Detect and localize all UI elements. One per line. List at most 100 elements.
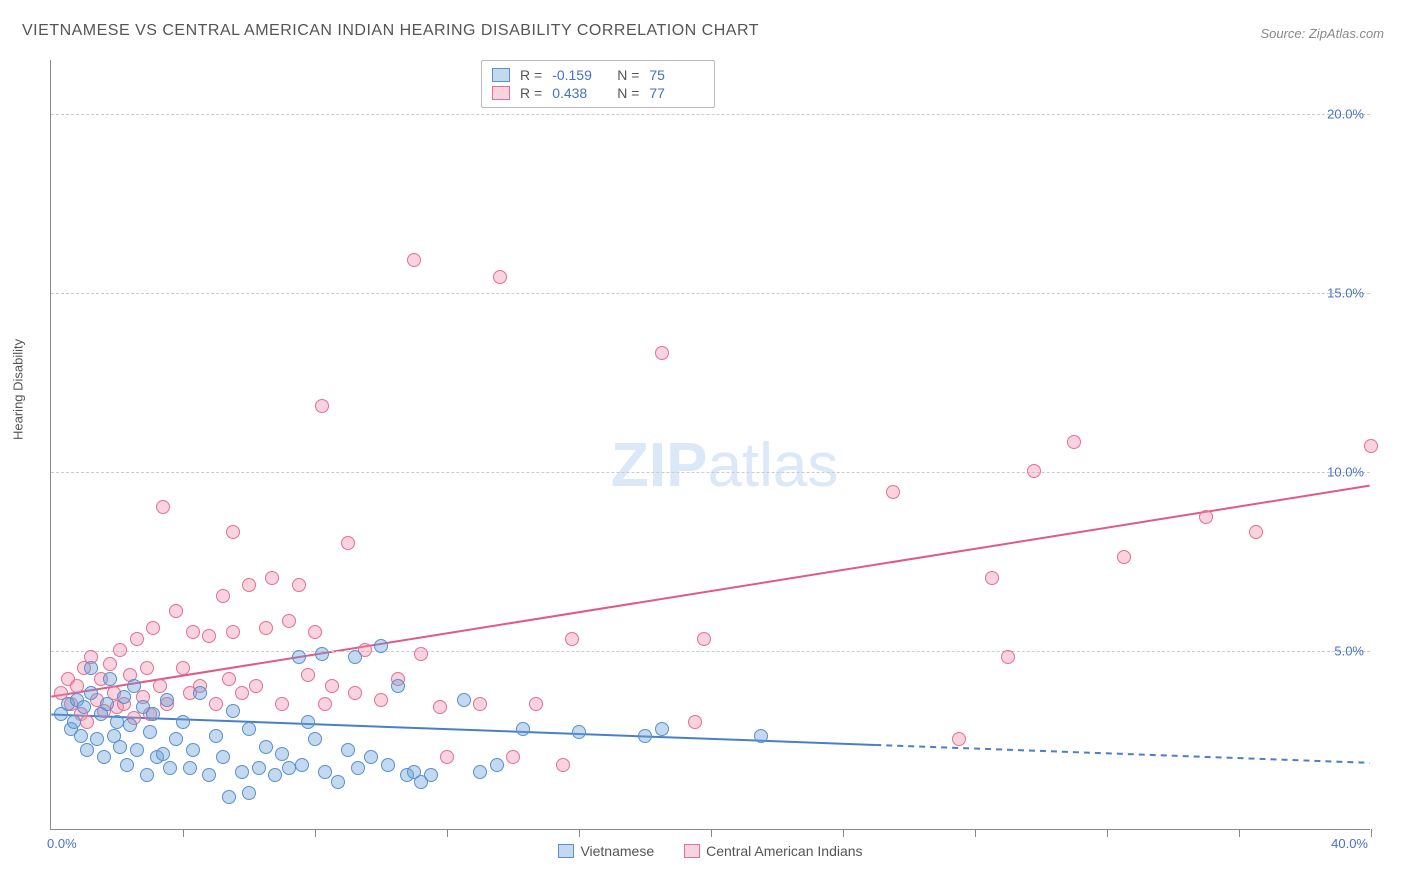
point-pink <box>1117 550 1131 564</box>
stats-row: R = -0.159 N = 75 <box>492 67 704 83</box>
point-pink <box>952 732 966 746</box>
point-pink <box>292 578 306 592</box>
stats-legend: R = -0.159 N = 75R = 0.438 N = 77 <box>481 60 715 108</box>
legend-item-cai: Central American Indians <box>684 843 862 859</box>
point-blue <box>160 693 174 707</box>
point-pink <box>308 625 322 639</box>
point-blue <box>77 700 91 714</box>
point-pink <box>1001 650 1015 664</box>
point-blue <box>490 758 504 772</box>
point-blue <box>97 750 111 764</box>
point-pink <box>348 686 362 700</box>
legend-item-vietnamese: Vietnamese <box>558 843 654 859</box>
point-pink <box>80 715 94 729</box>
point-pink <box>282 614 296 628</box>
r-value: 0.438 <box>552 85 607 101</box>
point-pink <box>414 647 428 661</box>
swatch-blue <box>558 844 574 858</box>
point-pink <box>565 632 579 646</box>
point-pink <box>407 253 421 267</box>
r-label: R = <box>520 67 542 83</box>
series-legend: Vietnamese Central American Indians <box>51 843 1370 859</box>
y-tick-label: 15.0% <box>1327 285 1364 300</box>
point-pink <box>216 589 230 603</box>
point-blue <box>100 697 114 711</box>
point-pink <box>433 700 447 714</box>
n-value: 75 <box>649 67 704 83</box>
point-blue <box>348 650 362 664</box>
point-pink <box>169 604 183 618</box>
y-tick-label: 20.0% <box>1327 106 1364 121</box>
point-blue <box>216 750 230 764</box>
point-blue <box>572 725 586 739</box>
x-tick <box>1371 829 1372 837</box>
point-blue <box>226 704 240 718</box>
point-blue <box>169 732 183 746</box>
point-blue <box>90 732 104 746</box>
point-pink <box>235 686 249 700</box>
point-blue <box>301 715 315 729</box>
point-blue <box>275 747 289 761</box>
point-blue <box>318 765 332 779</box>
watermark: ZIPatlas <box>611 430 838 501</box>
point-pink <box>325 679 339 693</box>
point-blue <box>235 765 249 779</box>
point-blue <box>242 722 256 736</box>
point-blue <box>282 761 296 775</box>
point-blue <box>638 729 652 743</box>
plot-area: ZIPatlas R =-0.159N =75R =0.438N =77 0.0… <box>50 60 1370 830</box>
point-pink <box>265 571 279 585</box>
watermark-light: atlas <box>707 431 838 500</box>
point-pink <box>202 629 216 643</box>
point-blue <box>123 718 137 732</box>
point-pink <box>315 399 329 413</box>
point-blue <box>156 747 170 761</box>
point-blue <box>209 729 223 743</box>
y-axis-title: Hearing Disability <box>11 339 26 440</box>
point-blue <box>516 722 530 736</box>
watermark-bold: ZIP <box>611 431 707 500</box>
point-blue <box>163 761 177 775</box>
swatch-pink <box>684 844 700 858</box>
legend-label-cai: Central American Indians <box>706 843 862 859</box>
point-blue <box>351 761 365 775</box>
chart-title: VIETNAMESE VS CENTRAL AMERICAN INDIAN HE… <box>22 22 759 40</box>
point-pink <box>186 625 200 639</box>
point-blue <box>364 750 378 764</box>
point-pink <box>301 668 315 682</box>
point-blue <box>143 725 157 739</box>
point-blue <box>374 639 388 653</box>
point-pink <box>146 621 160 635</box>
chart-container: VIETNAMESE VS CENTRAL AMERICAN INDIAN HE… <box>0 0 1406 892</box>
x-tick <box>843 829 844 837</box>
point-pink <box>1364 439 1378 453</box>
point-blue <box>110 715 124 729</box>
r-value: -0.159 <box>552 67 607 83</box>
x-tick <box>447 829 448 837</box>
point-blue <box>295 758 309 772</box>
point-pink <box>556 758 570 772</box>
point-blue <box>176 715 190 729</box>
point-blue <box>113 740 127 754</box>
point-blue <box>259 740 273 754</box>
point-pink <box>242 578 256 592</box>
point-pink <box>153 679 167 693</box>
point-blue <box>308 732 322 746</box>
point-blue <box>754 729 768 743</box>
x-tick <box>1239 829 1240 837</box>
y-tick-label: 10.0% <box>1327 464 1364 479</box>
trend-lines <box>51 60 1370 829</box>
point-blue <box>252 761 266 775</box>
point-blue <box>84 661 98 675</box>
point-blue <box>193 686 207 700</box>
point-pink <box>318 697 332 711</box>
point-blue <box>457 693 471 707</box>
gridline <box>51 472 1370 473</box>
point-pink <box>156 500 170 514</box>
gridline <box>51 651 1370 652</box>
point-blue <box>140 768 154 782</box>
n-value: 77 <box>649 85 704 101</box>
point-pink <box>493 270 507 284</box>
n-label: N = <box>617 85 639 101</box>
n-label: N = <box>617 67 639 83</box>
